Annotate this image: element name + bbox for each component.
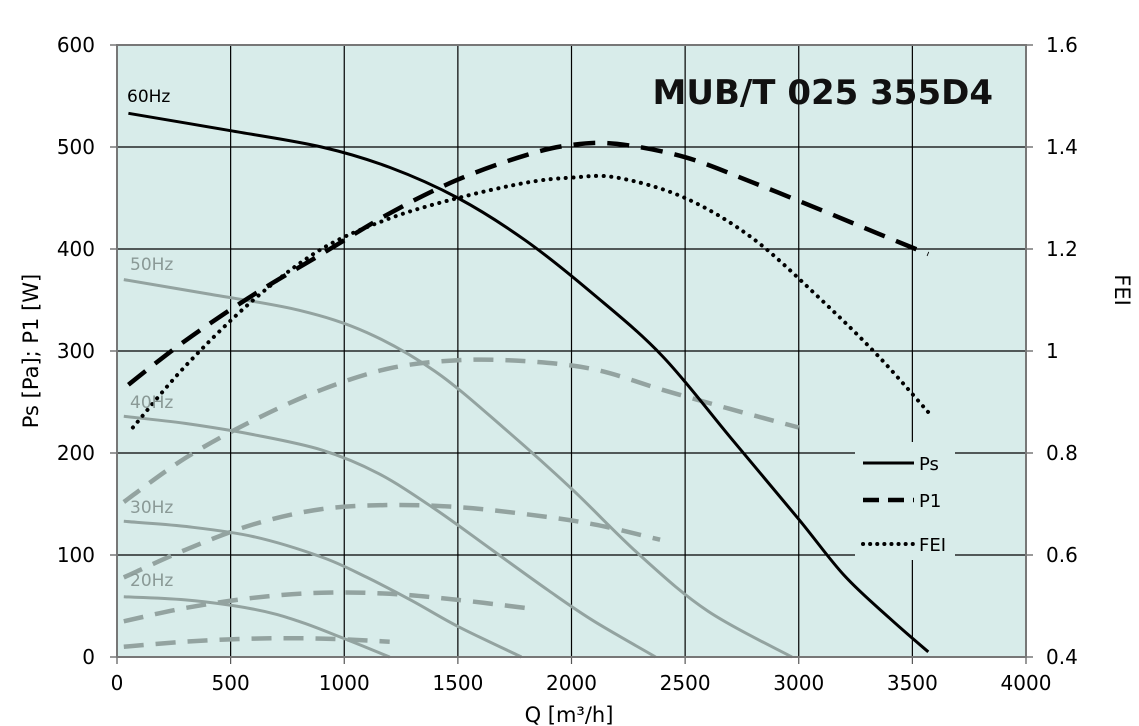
legend-label-p1: P1: [919, 491, 941, 512]
y2-tick-label: 1: [1046, 339, 1059, 363]
x-tick-label: 0: [111, 671, 124, 695]
series-ps-40hz-line: [123, 414, 657, 659]
legend: Ps P1 FEI: [855, 442, 955, 560]
y2-axis-label: FEI: [1110, 274, 1134, 306]
x-tick-label: 500: [212, 671, 250, 695]
x-tick-label: 1000: [319, 671, 370, 695]
series-p1-30hz-line: [123, 590, 527, 624]
frequency-labels: 60Hz 50Hz 40Hz 30Hz 20Hz: [127, 87, 173, 591]
plot-frame: [116, 44, 1027, 658]
legend-label-fei: FEI: [919, 535, 946, 556]
y-tick-label: 300: [57, 339, 95, 363]
y-tick-label: 0: [82, 645, 95, 669]
curves: [122, 111, 931, 659]
frequency-label-60hz: 60Hz: [127, 87, 170, 107]
legend-label-ps: Ps: [919, 454, 939, 475]
y2-tick-label: 0.6: [1046, 543, 1078, 567]
frequency-label-40hz: 40Hz: [130, 393, 173, 413]
x-tick-label: 3000: [773, 671, 824, 695]
y-tick-label: 500: [57, 135, 95, 159]
series-ps-30hz-line: [123, 519, 523, 659]
tick-labels: 0 500 1000 1500 2000 2500 3000 3500 400001002003…: [57, 33, 1078, 695]
series-fei-line: [130, 173, 931, 430]
y2-tick-label: 0.4: [1046, 645, 1078, 669]
y2-tick-label: 1.2: [1046, 237, 1078, 261]
x-axis-label: Q [m³/h]: [525, 703, 614, 726]
x-tick-label: 1500: [432, 671, 483, 695]
y-tick-label: 400: [57, 237, 95, 261]
y-tick-label: 600: [57, 33, 95, 57]
series-ps-20hz-line: [123, 595, 391, 659]
x-tick-label: 3500: [887, 671, 938, 695]
y-tick-label: 200: [57, 441, 95, 465]
y-tick-label: 100: [57, 543, 95, 567]
series-ps-line: [128, 111, 930, 654]
series-p1-20hz-line: [123, 635, 390, 650]
frequency-label-20hz: 20Hz: [130, 571, 173, 591]
x-tick-label: 2500: [660, 671, 711, 695]
series-p1-40hz-line: [122, 502, 661, 580]
x-tick-label: 2000: [546, 671, 597, 695]
y2-tick-label: 0.8: [1046, 441, 1078, 465]
y-axis-label: Ps [Pa]; P1 [W]: [19, 274, 43, 429]
y2-tick-label: 1.6: [1046, 33, 1078, 57]
chart-title: MUB/T 025 355D4: [653, 73, 993, 113]
frequency-label-30hz: 30Hz: [130, 498, 173, 518]
frequency-label-50hz: 50Hz: [130, 255, 173, 275]
y2-tick-label: 1.4: [1046, 135, 1078, 159]
x-tick-label: 4000: [1001, 671, 1052, 695]
series-p1-line: [127, 140, 930, 387]
